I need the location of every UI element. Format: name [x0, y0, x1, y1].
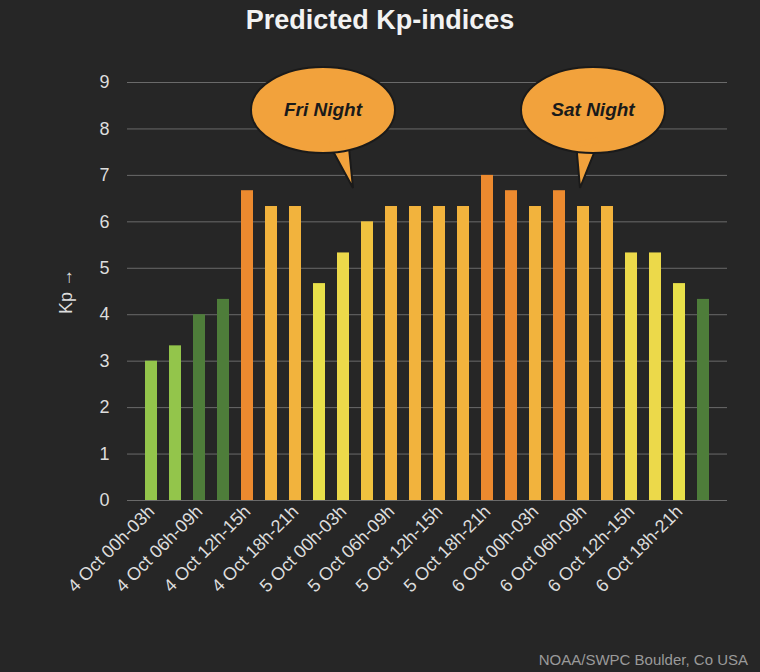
svg-text:4 Oct 06h-09h: 4 Oct 06h-09h [111, 501, 207, 597]
svg-text:6 Oct 18h-21h: 6 Oct 18h-21h [592, 501, 687, 596]
svg-text:5 Oct 06h-09h: 5 Oct 06h-09h [303, 501, 399, 597]
svg-text:5 Oct 12h-15h: 5 Oct 12h-15h [351, 501, 447, 597]
svg-text:6 Oct 00h-03h: 6 Oct 00h-03h [447, 501, 543, 597]
svg-text:Kp →: Kp → [56, 269, 76, 314]
svg-text:6 Oct 06h-09h: 6 Oct 06h-09h [495, 501, 591, 597]
svg-text:6 Oct 12h-15h: 6 Oct 12h-15h [543, 501, 639, 597]
svg-text:2: 2 [99, 397, 109, 417]
svg-text:3: 3 [99, 351, 109, 371]
svg-text:9: 9 [99, 72, 109, 92]
svg-text:4 Oct 00h-03h: 4 Oct 00h-03h [63, 501, 159, 597]
svg-text:8: 8 [99, 119, 109, 139]
svg-text:4 Oct 12h-15h: 4 Oct 12h-15h [159, 501, 255, 597]
html-text:Predicted Kp-indices: Predicted Kp-indices [245, 5, 515, 35]
svg-text:5 Oct 18h-21h: 5 Oct 18h-21h [399, 501, 495, 597]
svg-text:7: 7 [99, 165, 109, 185]
svg-text:6: 6 [99, 212, 109, 232]
svg-text:1: 1 [99, 444, 109, 464]
svg-text:5 Oct 00h-03h: 5 Oct 00h-03h [255, 501, 351, 597]
svg-text:5: 5 [99, 258, 109, 278]
html-text:NOAA/SWPC Boulder, Co USA: NOAA/SWPC Boulder, Co USA [538, 651, 748, 668]
html-text:Fri Night: Fri Night [283, 99, 362, 121]
svg-text:4: 4 [99, 304, 109, 324]
svg-text:4 Oct 18h-21h: 4 Oct 18h-21h [207, 501, 303, 597]
html-text:Sat Night: Sat Night [551, 99, 635, 121]
svg-text:0: 0 [99, 490, 109, 510]
